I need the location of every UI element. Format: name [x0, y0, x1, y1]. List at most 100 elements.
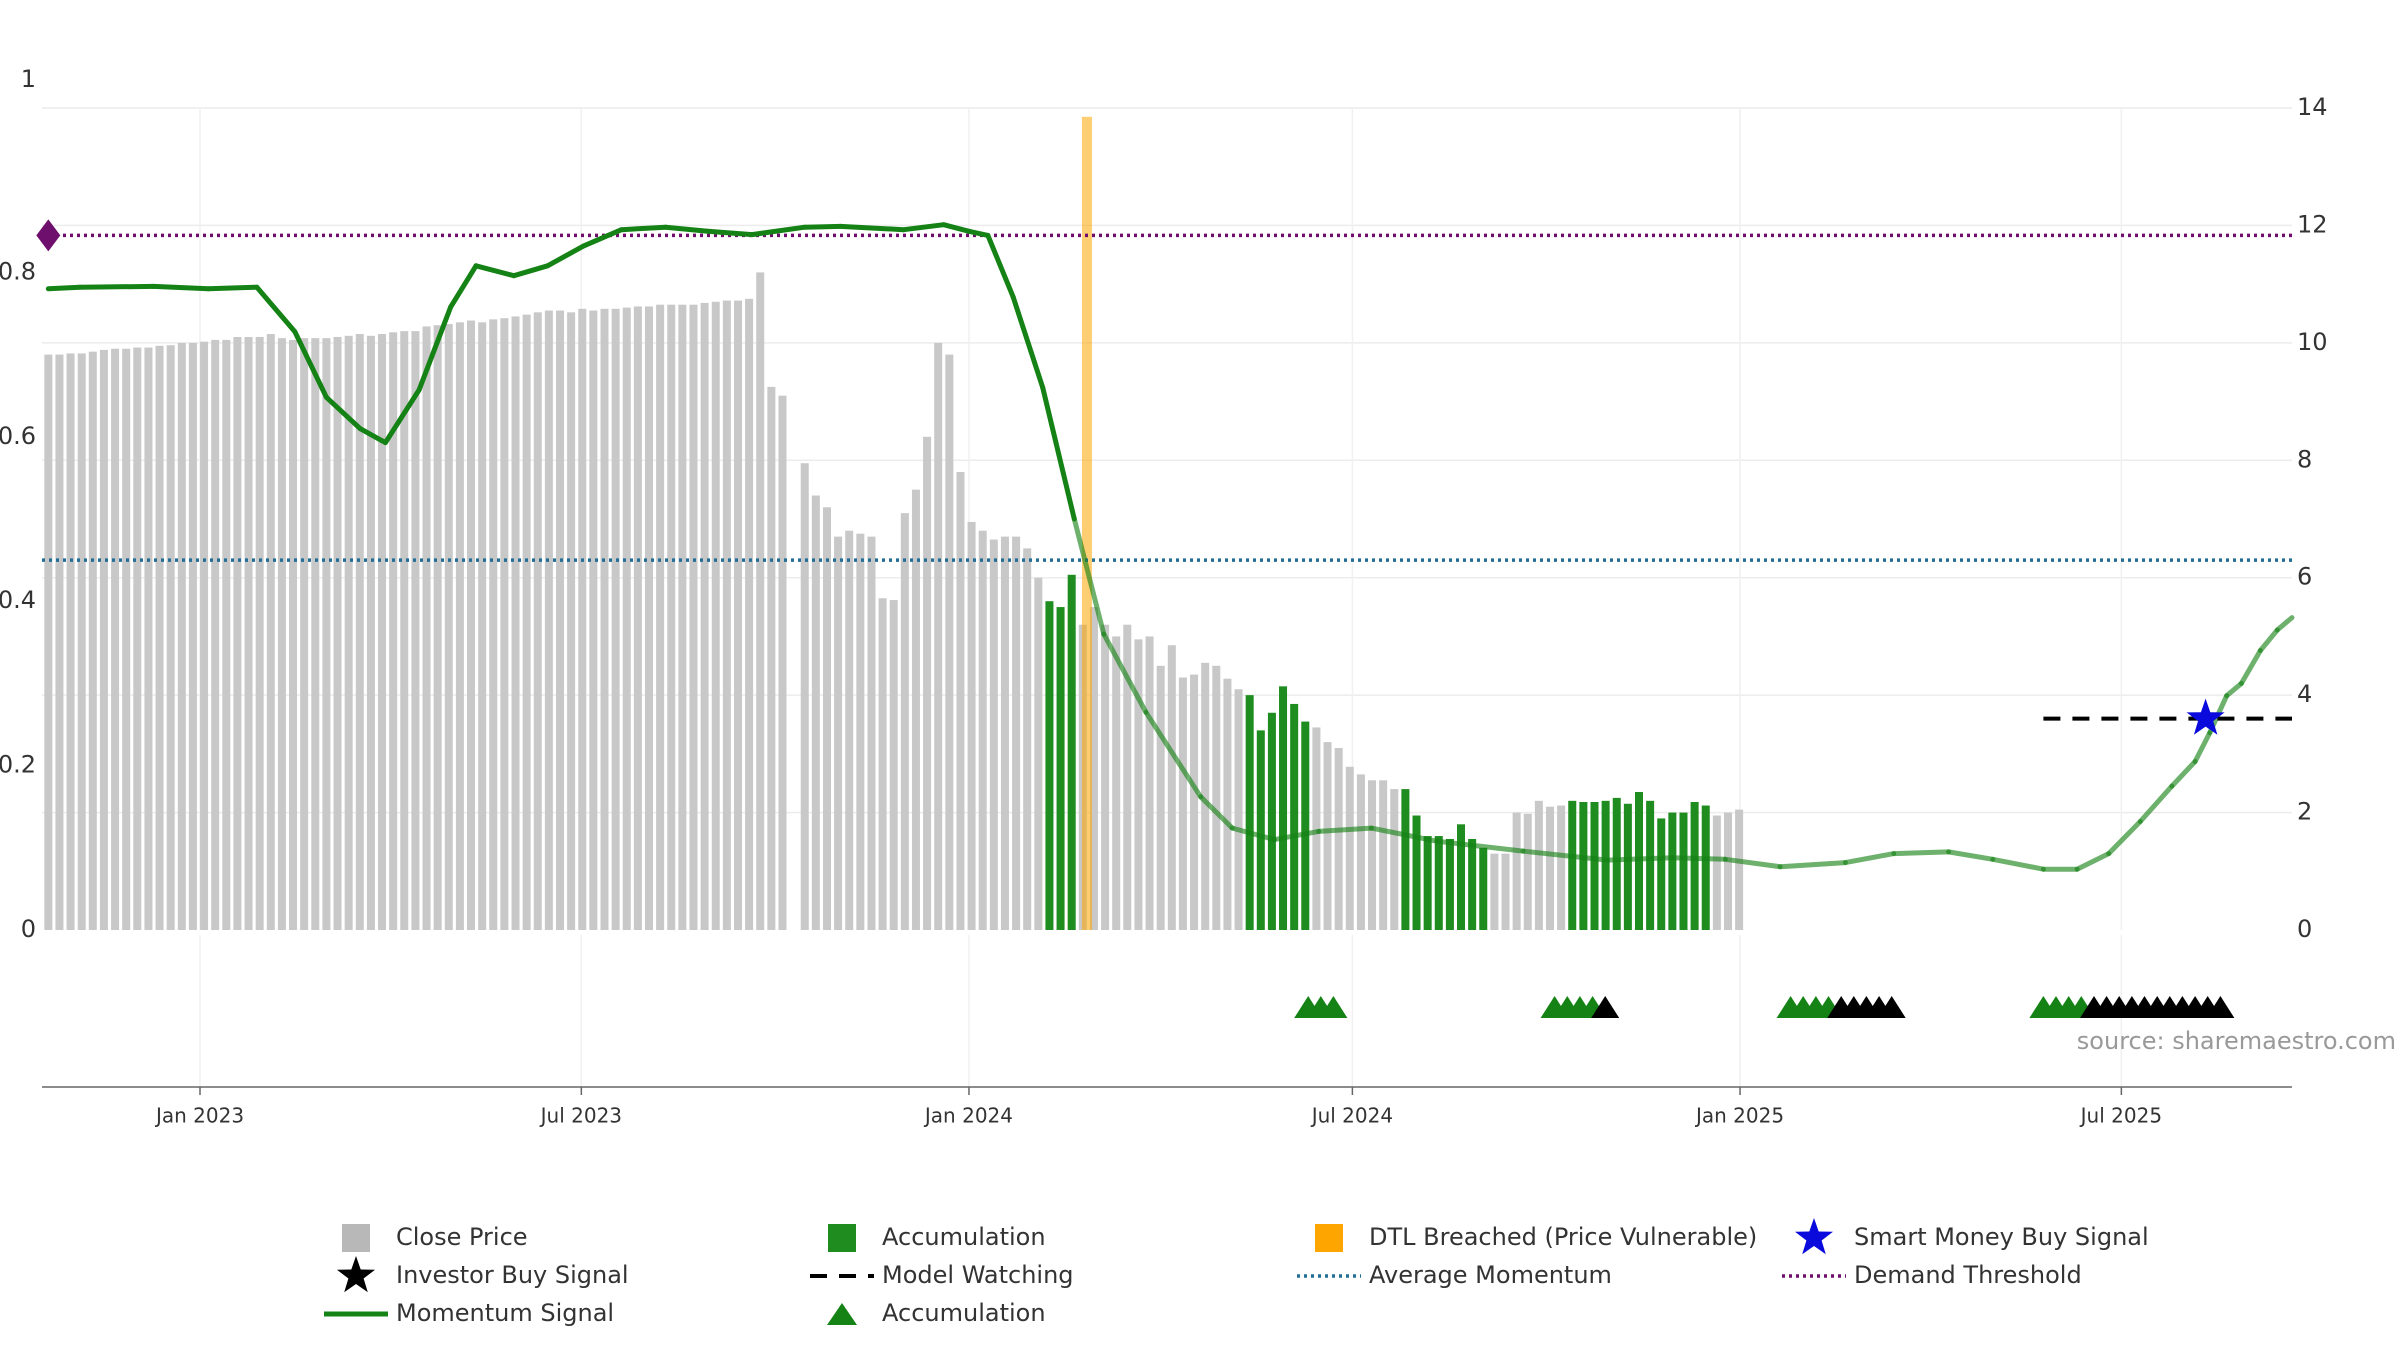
close-price-bar	[778, 395, 787, 930]
legend-item-demand-threshold: Demand Threshold	[1782, 1261, 2082, 1289]
momentum-signal-segment	[1143, 709, 1204, 800]
legend-item-smart-money-buy: Smart Money Buy Signal	[1795, 1218, 2149, 1255]
close-price-bar	[1190, 674, 1199, 930]
right-axis-tick-label: 2	[2297, 798, 2312, 826]
momentum-signal-segment	[1842, 851, 1897, 866]
close-price-bar	[188, 342, 197, 930]
close-price-bar	[544, 310, 553, 930]
accumulation-bar	[1568, 800, 1577, 930]
signal-markers	[1294, 996, 2235, 1018]
legend-symbol-accumulation-marker	[827, 1303, 857, 1325]
close-price-bar	[989, 539, 998, 930]
legend-item-momentum-signal: Momentum Signal	[324, 1299, 614, 1327]
close-price-bar	[433, 325, 442, 930]
accumulation-bar	[1590, 802, 1599, 930]
close-price-bar	[389, 332, 398, 930]
accumulation-bar	[1245, 695, 1254, 930]
accumulation-bar	[1279, 686, 1288, 930]
close-price-bar	[233, 336, 242, 930]
close-price-bar	[733, 300, 742, 931]
legend-label-accumulation-marker: Accumulation	[882, 1299, 1046, 1327]
close-price-bar	[1501, 853, 1510, 930]
legend-symbol-dtl-breached	[1315, 1224, 1343, 1252]
close-price-bar	[1546, 806, 1555, 930]
momentum-signal-segment	[382, 387, 422, 446]
momentum-signal-segment	[416, 304, 454, 393]
momentum-signal-segment	[618, 224, 669, 233]
legend-label-close-price: Close Price	[396, 1223, 528, 1251]
close-price-bar	[1557, 805, 1566, 930]
close-price-bar	[978, 530, 987, 930]
legend-label-smart-money-buy: Smart Money Buy Signal	[1854, 1223, 2149, 1251]
momentum-signal-segment	[1520, 848, 1610, 863]
close-price-bar	[578, 308, 587, 930]
close-price-bar	[77, 353, 86, 930]
accumulation-bar	[1445, 838, 1454, 930]
legend-symbol-close-price	[342, 1224, 370, 1252]
close-price-bar	[455, 322, 464, 930]
close-price-bar	[467, 320, 476, 930]
momentum-signal-segment	[323, 394, 363, 432]
close-price-bar	[133, 347, 142, 930]
close-price-bar	[1345, 766, 1354, 930]
close-price-bar	[311, 338, 320, 930]
momentum-signal-segment	[1722, 856, 1783, 870]
close-price-bar	[155, 345, 164, 930]
momentum-signal-segment	[2224, 680, 2244, 699]
momentum-signal-segment	[580, 227, 624, 249]
close-price-bar	[211, 339, 220, 930]
close-price-bar	[556, 310, 565, 930]
legend-symbol-accumulation-bar	[828, 1224, 856, 1252]
close-price-bar	[111, 348, 120, 931]
momentum-signal-segment	[2106, 819, 2143, 857]
legend-label-investor-buy: Investor Buy Signal	[396, 1261, 629, 1289]
close-price-bar	[289, 339, 298, 930]
close-price-bar	[489, 319, 498, 930]
close-price-bar	[1023, 548, 1032, 930]
right-axis-tick-label: 8	[2297, 445, 2312, 473]
close-price-bar	[533, 312, 542, 931]
close-price-bar	[845, 530, 854, 930]
close-price-bar	[656, 304, 665, 930]
close-price-bar	[1178, 677, 1187, 930]
right-axis-tick-label: 10	[2297, 328, 2328, 356]
investor-buy-marker	[1877, 996, 1906, 1018]
close-price-bar	[277, 338, 286, 930]
accumulation-bar	[1301, 721, 1310, 930]
left-axis-tick-label: 0.8	[0, 257, 36, 285]
momentum-signal-segment	[1777, 860, 1848, 870]
momentum-signal-segment	[1316, 825, 1374, 834]
close-price-bar	[266, 334, 275, 930]
momentum-signal-segment	[663, 224, 711, 234]
left-axis-tick-label: 0.2	[0, 751, 36, 779]
close-price-bar	[1145, 636, 1154, 930]
momentum-signal-segment	[1946, 849, 1996, 862]
momentum-signal-segment	[1271, 828, 1322, 843]
close-price-bar	[355, 334, 364, 930]
legend-label-momentum-signal: Momentum Signal	[396, 1299, 614, 1327]
legend-item-investor-buy: Investor Buy Signal	[337, 1256, 629, 1293]
momentum-signal-segment	[1229, 825, 1277, 843]
close-price-bar	[600, 308, 609, 930]
accumulation-bar	[1457, 824, 1466, 930]
momentum-signal-segment	[1990, 856, 2046, 872]
momentum-signal	[45, 222, 2295, 872]
momentum-signal-segment	[2274, 615, 2295, 633]
close-price-bar	[122, 348, 131, 931]
close-price-bar	[1134, 639, 1143, 930]
close-price-bar	[767, 386, 776, 930]
close-price-bar	[611, 308, 620, 930]
close-price-bar	[411, 331, 420, 930]
momentum-signal-segment	[151, 283, 211, 292]
close-price-bar	[889, 600, 898, 930]
close-price-bar	[333, 336, 342, 930]
momentum-signal-segment	[357, 426, 388, 446]
close-price-bar	[923, 436, 932, 930]
accumulation-bar	[1290, 703, 1299, 930]
momentum-signal-segment	[2192, 730, 2213, 764]
close-price-bar	[300, 338, 309, 930]
close-price-bar	[44, 354, 53, 931]
momentum-signal-segment	[966, 228, 991, 238]
close-price-bar	[834, 536, 843, 930]
